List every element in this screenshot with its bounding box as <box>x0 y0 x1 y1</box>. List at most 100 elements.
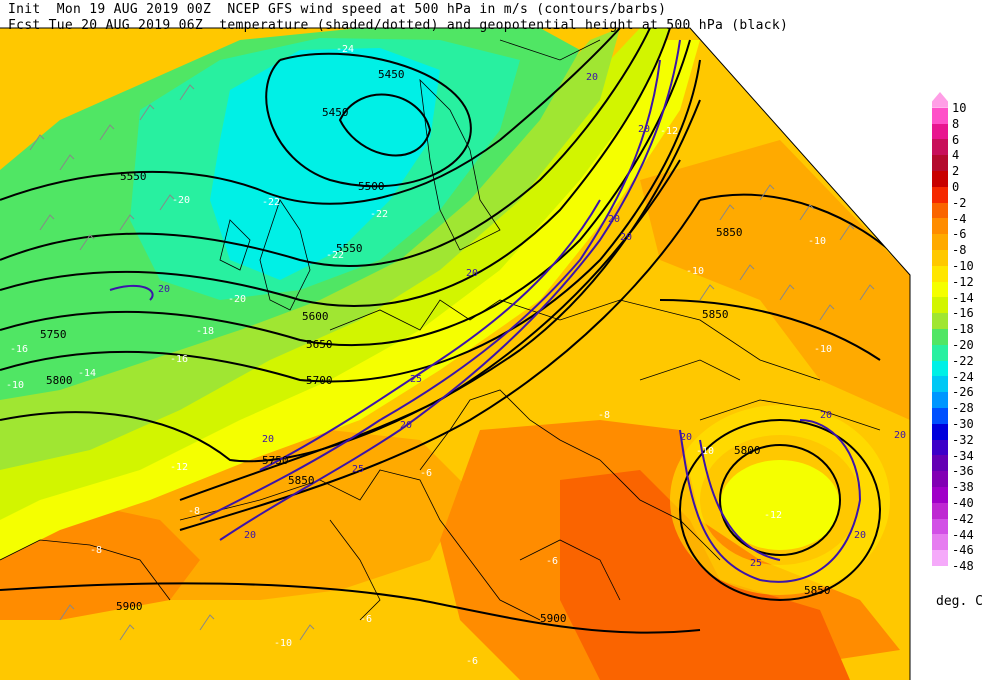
legend-swatch <box>932 344 948 361</box>
legend-entry: -48 <box>930 550 1000 572</box>
height-label: 5900 <box>116 600 143 613</box>
wind-label: 20 <box>620 232 632 243</box>
legend-entry: -38 <box>930 471 1000 493</box>
wind-label: 20 <box>680 432 692 443</box>
legend-entry: -32 <box>930 423 1000 446</box>
legend-entry: -22 <box>930 344 1000 367</box>
temperature-label: -18 <box>196 326 214 337</box>
legend-swatch <box>932 376 948 393</box>
temperature-label: -16 <box>170 354 188 365</box>
temperature-label: -20 <box>228 294 246 305</box>
legend-label: -44 <box>952 527 974 542</box>
legend-entry: -20 <box>930 329 1000 351</box>
wind-label: 25 <box>352 464 364 475</box>
height-label: 5800 <box>734 444 761 457</box>
legend-swatch <box>932 186 948 203</box>
legend-swatch <box>932 92 948 108</box>
wind-barbs <box>29 84 875 641</box>
legend-label: -40 <box>952 496 974 510</box>
temperature-label: -10 <box>6 380 24 391</box>
legend-label: -14 <box>952 290 974 305</box>
legend-label: 4 <box>952 148 960 163</box>
legend-label: -26 <box>952 385 974 400</box>
temperature-label: -6 <box>546 556 558 567</box>
legend-swatch <box>932 392 948 408</box>
legend-entry: 6 <box>930 123 1000 146</box>
legend-entry: -4 <box>930 202 1000 225</box>
height-label: 5500 <box>358 180 385 193</box>
legend-entry: -12 <box>930 265 1000 288</box>
temperature-label: -10 <box>274 638 292 649</box>
legend-label: -28 <box>952 401 974 416</box>
temperature-label: -12 <box>660 126 678 137</box>
height-label: 5850 <box>716 226 743 239</box>
legend-label: -20 <box>952 338 974 352</box>
legend-swatch <box>932 423 948 440</box>
height-label: 5650 <box>306 338 333 351</box>
temperature-label: -20 <box>172 195 190 206</box>
legend-swatch <box>932 439 948 456</box>
legend-label: -2 <box>952 195 967 210</box>
legend-entry: -44 <box>930 518 1000 541</box>
height-label: 5450 <box>378 68 405 81</box>
wind-contours <box>109 39 862 583</box>
legend-label: -10 <box>952 259 974 273</box>
wind-label: 20 <box>638 124 650 135</box>
legend-swatch <box>932 265 948 282</box>
wind-label: 20 <box>894 430 906 441</box>
header-forecast-line: Fcst Tue 20 AUG 2019 06Z temperature (sh… <box>8 18 789 33</box>
height-label: 5900 <box>540 612 567 625</box>
legend-swatch <box>932 313 948 329</box>
height-label: 5850 <box>702 308 729 321</box>
legend-label: -32 <box>952 432 974 447</box>
cut-off-low-center <box>720 460 840 550</box>
height-label: 5750 <box>40 328 67 341</box>
legend-label: 2 <box>952 164 960 179</box>
legend-label: -8 <box>952 243 967 258</box>
legend-entry: -8 <box>930 234 1000 256</box>
temperature-label: -12 <box>764 510 782 521</box>
legend-label: -18 <box>952 322 974 337</box>
wind-label: 20 <box>466 268 478 279</box>
legend-units: deg. C <box>936 594 983 609</box>
height-labels: 5450 5450 5500 5550 5550 5600 5650 5700 … <box>40 68 831 625</box>
temperature-label: -8 <box>598 410 610 421</box>
legend-label: -24 <box>952 369 974 384</box>
temperature-label: -14 <box>78 368 96 379</box>
legend-label: -30 <box>952 417 974 431</box>
legend-label: -4 <box>952 211 967 226</box>
legend-label: -34 <box>952 448 974 463</box>
legend-label: -42 <box>952 511 974 526</box>
temperature-label: -22 <box>370 209 388 220</box>
legend-entry: 10 <box>930 92 1000 114</box>
wind-label: 20 <box>608 214 620 225</box>
legend-label: -22 <box>952 353 974 368</box>
legend-swatch <box>932 360 948 377</box>
legend-entry: -34 <box>930 439 1000 462</box>
temperature-label: -16 <box>10 344 28 355</box>
warm-region-east <box>640 140 910 420</box>
height-label: 5850 <box>804 584 831 597</box>
legend-entry: -16 <box>930 297 1000 319</box>
legend-entry: -36 <box>930 455 1000 477</box>
legend-swatch <box>932 297 948 314</box>
height-label: 5750 <box>262 454 289 467</box>
legend-swatch <box>932 534 948 551</box>
legend-label: -36 <box>952 464 974 479</box>
legend-swatch <box>932 139 948 156</box>
legend-entry: -46 <box>930 534 1000 556</box>
wind-label: 25 <box>410 374 422 385</box>
header-init-line: Init Mon 19 AUG 2019 00Z NCEP GFS wind s… <box>8 2 667 17</box>
legend-entry: -40 <box>930 487 1000 509</box>
legend-swatch <box>932 329 948 345</box>
wind-label: 25 <box>750 558 762 569</box>
height-label: 5450 <box>322 106 349 119</box>
legend-swatch <box>932 155 948 171</box>
legend-entry: -18 <box>930 313 1000 335</box>
wind-label: 20 <box>158 284 170 295</box>
legend-label: -48 <box>952 559 974 574</box>
legend-entry: -42 <box>930 502 1000 525</box>
height-label: 5550 <box>336 242 363 255</box>
